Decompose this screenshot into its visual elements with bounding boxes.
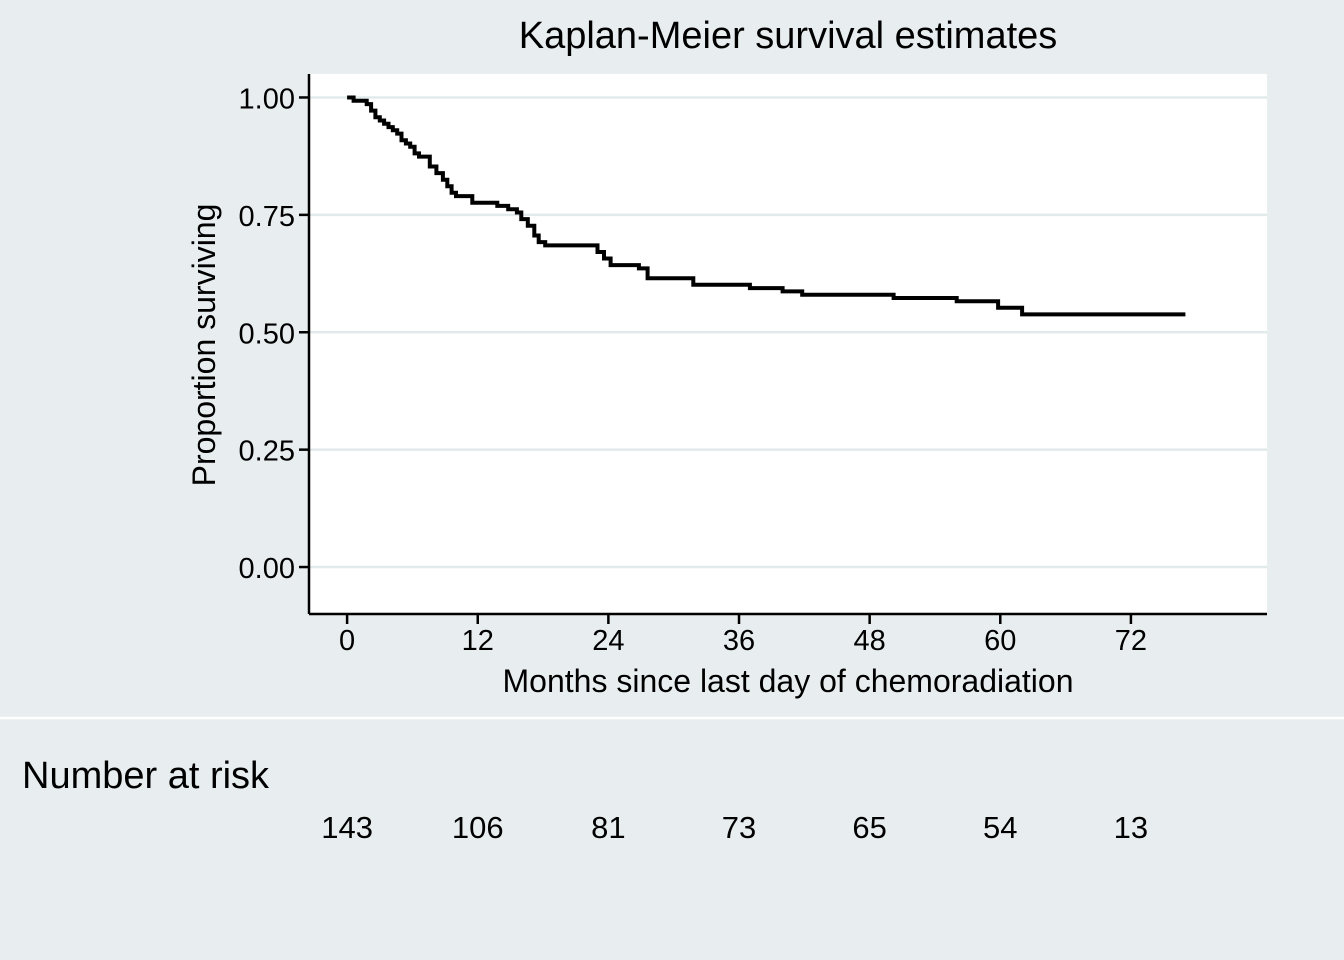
- risk-count: 13: [1114, 810, 1148, 845]
- x-tick-label: 0: [339, 625, 355, 657]
- plot-area: [309, 74, 1267, 614]
- grid-lines: [309, 96, 1267, 569]
- survival-curve: [347, 95, 1186, 317]
- y-tick-label: 0.50: [239, 318, 295, 350]
- x-axis-label: Months since last day of chemoradiation: [503, 663, 1074, 699]
- y-tick-label: 0.75: [239, 201, 295, 233]
- risk-count: 54: [983, 810, 1017, 845]
- y-axis-ticks: 0.00 0.25 0.50 0.75 1.00: [239, 83, 309, 585]
- risk-count: 65: [852, 810, 886, 845]
- x-axis-ticks: 0 12 24 36 48 60 72: [339, 614, 1147, 657]
- x-tick-label: 72: [1115, 625, 1147, 657]
- x-tick-label: 24: [592, 625, 624, 657]
- x-tick-label: 48: [854, 625, 886, 657]
- y-tick-label: 0.25: [239, 436, 295, 468]
- y-tick-label: 0.00: [239, 553, 295, 585]
- x-tick-label: 60: [984, 625, 1016, 657]
- risk-count: 73: [722, 810, 756, 845]
- risk-table-title: Number at risk: [22, 755, 270, 797]
- risk-table-counts: 143 106 81 73 65 54 13: [321, 810, 1148, 845]
- x-tick-label: 36: [723, 625, 755, 657]
- risk-count: 106: [452, 810, 504, 845]
- risk-count: 81: [591, 810, 625, 845]
- x-tick-label: 12: [462, 625, 494, 657]
- y-axis-label: Proportion surviving: [186, 204, 222, 487]
- y-tick-label: 1.00: [239, 83, 295, 115]
- risk-count: 143: [321, 810, 373, 845]
- chart-title: Kaplan-Meier survival estimates: [519, 15, 1058, 57]
